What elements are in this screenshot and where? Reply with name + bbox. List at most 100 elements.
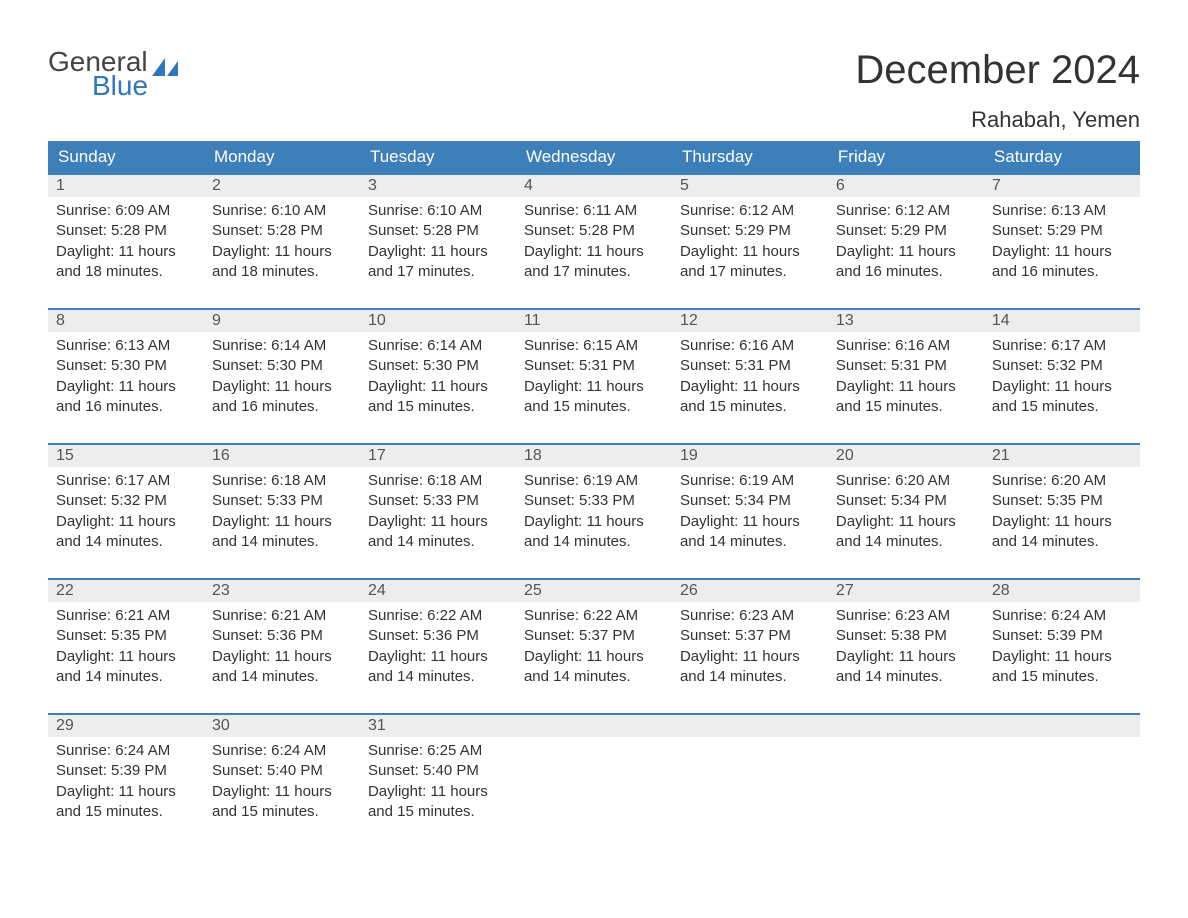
sunset-line: Sunset: 5:28 PM [524, 221, 664, 241]
daylight-line: Daylight: 11 hours and 14 minutes. [836, 647, 976, 688]
sunrise-line: Sunrise: 6:19 AM [680, 471, 820, 491]
calendar-day-cell: 28Sunrise: 6:24 AMSunset: 5:39 PMDayligh… [984, 578, 1140, 691]
logo: General Blue [48, 48, 178, 100]
day-body: Sunrise: 6:17 AMSunset: 5:32 PMDaylight:… [48, 467, 204, 556]
calendar-header-cell: Wednesday [516, 141, 672, 173]
day-number: 31 [360, 713, 516, 737]
daylight-line: Daylight: 11 hours and 14 minutes. [836, 512, 976, 553]
calendar-day-cell: 25Sunrise: 6:22 AMSunset: 5:37 PMDayligh… [516, 578, 672, 691]
sunset-line: Sunset: 5:33 PM [524, 491, 664, 511]
sunrise-line: Sunrise: 6:13 AM [56, 336, 196, 356]
day-body: Sunrise: 6:13 AMSunset: 5:30 PMDaylight:… [48, 332, 204, 421]
calendar-day-cell: 23Sunrise: 6:21 AMSunset: 5:36 PMDayligh… [204, 578, 360, 691]
calendar-table: SundayMondayTuesdayWednesdayThursdayFrid… [48, 141, 1140, 826]
sunset-line: Sunset: 5:29 PM [680, 221, 820, 241]
calendar-week-row: 1Sunrise: 6:09 AMSunset: 5:28 PMDaylight… [48, 173, 1140, 286]
sunset-line: Sunset: 5:31 PM [524, 356, 664, 376]
day-body: Sunrise: 6:13 AMSunset: 5:29 PMDaylight:… [984, 197, 1140, 286]
week-separator [48, 421, 1140, 443]
daylight-line: Daylight: 11 hours and 14 minutes. [524, 647, 664, 688]
day-body: Sunrise: 6:23 AMSunset: 5:38 PMDaylight:… [828, 602, 984, 691]
sunset-line: Sunset: 5:29 PM [836, 221, 976, 241]
logo-word-2: Blue [92, 72, 178, 100]
daylight-line: Daylight: 11 hours and 15 minutes. [680, 377, 820, 418]
sunrise-line: Sunrise: 6:13 AM [992, 201, 1132, 221]
day-number: 26 [672, 578, 828, 602]
daylight-line: Daylight: 11 hours and 14 minutes. [56, 647, 196, 688]
calendar-day-cell: 8Sunrise: 6:13 AMSunset: 5:30 PMDaylight… [48, 308, 204, 421]
sunset-line: Sunset: 5:35 PM [56, 626, 196, 646]
daylight-line: Daylight: 11 hours and 15 minutes. [56, 782, 196, 823]
sunset-line: Sunset: 5:40 PM [212, 761, 352, 781]
day-body: Sunrise: 6:12 AMSunset: 5:29 PMDaylight:… [828, 197, 984, 286]
calendar-day-cell: 7Sunrise: 6:13 AMSunset: 5:29 PMDaylight… [984, 173, 1140, 286]
sunset-line: Sunset: 5:28 PM [56, 221, 196, 241]
sunset-line: Sunset: 5:37 PM [524, 626, 664, 646]
calendar-day-cell: 12Sunrise: 6:16 AMSunset: 5:31 PMDayligh… [672, 308, 828, 421]
day-body: Sunrise: 6:09 AMSunset: 5:28 PMDaylight:… [48, 197, 204, 286]
day-body: Sunrise: 6:20 AMSunset: 5:34 PMDaylight:… [828, 467, 984, 556]
daylight-line: Daylight: 11 hours and 15 minutes. [524, 377, 664, 418]
sunset-line: Sunset: 5:30 PM [368, 356, 508, 376]
sunset-line: Sunset: 5:39 PM [56, 761, 196, 781]
day-number: 2 [204, 173, 360, 197]
sunrise-line: Sunrise: 6:23 AM [680, 606, 820, 626]
day-body: Sunrise: 6:16 AMSunset: 5:31 PMDaylight:… [672, 332, 828, 421]
day-body: Sunrise: 6:23 AMSunset: 5:37 PMDaylight:… [672, 602, 828, 691]
sunset-line: Sunset: 5:28 PM [368, 221, 508, 241]
page-title: December 2024 [855, 48, 1140, 93]
empty-day-strip [828, 713, 984, 737]
sunset-line: Sunset: 5:31 PM [836, 356, 976, 376]
calendar-week-row: 22Sunrise: 6:21 AMSunset: 5:35 PMDayligh… [48, 578, 1140, 691]
sunrise-line: Sunrise: 6:24 AM [212, 741, 352, 761]
empty-day-strip [672, 713, 828, 737]
week-separator [48, 691, 1140, 713]
calendar-day-cell: 4Sunrise: 6:11 AMSunset: 5:28 PMDaylight… [516, 173, 672, 286]
daylight-line: Daylight: 11 hours and 15 minutes. [992, 377, 1132, 418]
day-number: 7 [984, 173, 1140, 197]
sunset-line: Sunset: 5:32 PM [992, 356, 1132, 376]
calendar-day-cell: 19Sunrise: 6:19 AMSunset: 5:34 PMDayligh… [672, 443, 828, 556]
day-body: Sunrise: 6:14 AMSunset: 5:30 PMDaylight:… [204, 332, 360, 421]
sunrise-line: Sunrise: 6:19 AM [524, 471, 664, 491]
calendar-week-row: 8Sunrise: 6:13 AMSunset: 5:30 PMDaylight… [48, 308, 1140, 421]
calendar-header-cell: Friday [828, 141, 984, 173]
daylight-line: Daylight: 11 hours and 16 minutes. [836, 242, 976, 283]
daylight-line: Daylight: 11 hours and 14 minutes. [212, 512, 352, 553]
daylight-line: Daylight: 11 hours and 14 minutes. [680, 647, 820, 688]
day-number: 17 [360, 443, 516, 467]
sunset-line: Sunset: 5:40 PM [368, 761, 508, 781]
location-label: Rahabah, Yemen [855, 107, 1140, 133]
daylight-line: Daylight: 11 hours and 18 minutes. [212, 242, 352, 283]
day-body: Sunrise: 6:11 AMSunset: 5:28 PMDaylight:… [516, 197, 672, 286]
calendar-day-cell: 30Sunrise: 6:24 AMSunset: 5:40 PMDayligh… [204, 713, 360, 826]
sunset-line: Sunset: 5:37 PM [680, 626, 820, 646]
sunrise-line: Sunrise: 6:17 AM [56, 471, 196, 491]
day-body: Sunrise: 6:12 AMSunset: 5:29 PMDaylight:… [672, 197, 828, 286]
day-number: 8 [48, 308, 204, 332]
daylight-line: Daylight: 11 hours and 15 minutes. [836, 377, 976, 418]
sunrise-line: Sunrise: 6:24 AM [992, 606, 1132, 626]
sunset-line: Sunset: 5:38 PM [836, 626, 976, 646]
calendar-day-cell: 27Sunrise: 6:23 AMSunset: 5:38 PMDayligh… [828, 578, 984, 691]
daylight-line: Daylight: 11 hours and 14 minutes. [368, 512, 508, 553]
day-number: 14 [984, 308, 1140, 332]
day-body: Sunrise: 6:15 AMSunset: 5:31 PMDaylight:… [516, 332, 672, 421]
sunrise-line: Sunrise: 6:16 AM [836, 336, 976, 356]
daylight-line: Daylight: 11 hours and 14 minutes. [524, 512, 664, 553]
day-number: 22 [48, 578, 204, 602]
day-body: Sunrise: 6:10 AMSunset: 5:28 PMDaylight:… [204, 197, 360, 286]
calendar-empty-cell [516, 713, 672, 826]
sunset-line: Sunset: 5:36 PM [212, 626, 352, 646]
calendar-day-cell: 5Sunrise: 6:12 AMSunset: 5:29 PMDaylight… [672, 173, 828, 286]
daylight-line: Daylight: 11 hours and 17 minutes. [524, 242, 664, 283]
day-number: 3 [360, 173, 516, 197]
calendar-day-cell: 11Sunrise: 6:15 AMSunset: 5:31 PMDayligh… [516, 308, 672, 421]
day-number: 13 [828, 308, 984, 332]
day-number: 20 [828, 443, 984, 467]
calendar-week-row: 29Sunrise: 6:24 AMSunset: 5:39 PMDayligh… [48, 713, 1140, 826]
sunset-line: Sunset: 5:39 PM [992, 626, 1132, 646]
sunrise-line: Sunrise: 6:18 AM [368, 471, 508, 491]
day-number: 18 [516, 443, 672, 467]
sunrise-line: Sunrise: 6:09 AM [56, 201, 196, 221]
